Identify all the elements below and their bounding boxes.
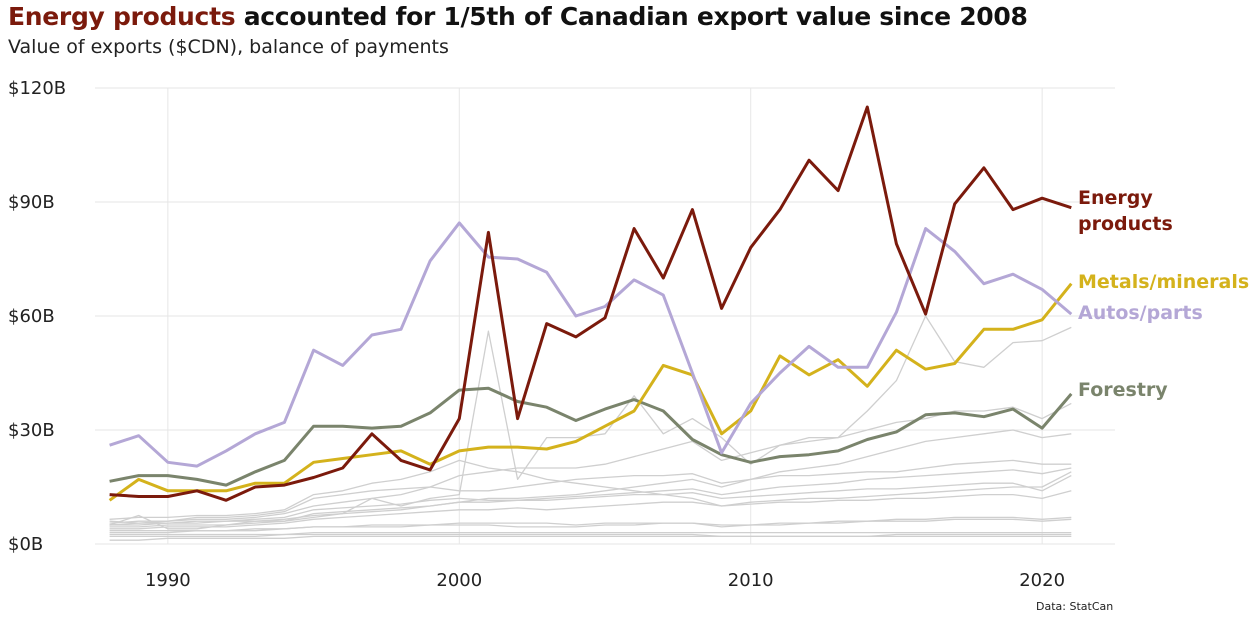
background-series-line [109, 459, 1072, 520]
background-series-line [109, 535, 1072, 541]
background-series-line [109, 518, 1072, 532]
x-tick-label: 2010 [728, 570, 774, 591]
x-tick-label: 2020 [1019, 570, 1065, 591]
chart-title-highlight: Energy products [8, 2, 236, 31]
y-tick-label: $60B [8, 306, 55, 327]
series-labels: Energy products Metals/minerals Autos/parts… [1078, 187, 1249, 401]
energy-productslabel: products [1078, 213, 1173, 235]
background-series-line [109, 402, 1072, 524]
x-tick-label: 2000 [436, 570, 482, 591]
y-tick-label: $120B [8, 78, 66, 99]
background-series-line [109, 467, 1072, 528]
background-series-line [109, 531, 1072, 536]
autos-partslabel: Autos/parts [1078, 302, 1203, 324]
metals-mineralsseries-line [108, 282, 1073, 502]
x-axis: 1990 2000 2010 2020 [145, 570, 1065, 591]
background-series [109, 315, 1072, 541]
chart-subtitle: Value of exports ($CDN), balance of paym… [8, 36, 449, 58]
forestryseries-line [109, 386, 1073, 487]
energy-productslabel: Energy [1078, 187, 1153, 209]
energy-productsseries-line [109, 105, 1072, 502]
x-tick-label: 1990 [145, 570, 191, 591]
autos-partsseries-line [109, 221, 1073, 468]
y-tick-label: $30B [8, 420, 55, 441]
background-series-line [109, 490, 1072, 530]
background-series-line [109, 315, 1072, 530]
background-series-line [109, 516, 1072, 534]
background-series-line [109, 533, 1072, 538]
chart-title-rest: accounted for 1/5th of Canadian export v… [235, 2, 1028, 31]
background-series-line [109, 475, 1072, 526]
y-tick-label: $0B [8, 534, 43, 555]
background-series-line [109, 459, 1072, 524]
highlighted-series [108, 105, 1073, 502]
y-tick-label: $90B [8, 192, 55, 213]
background-series-line [109, 429, 1072, 526]
forestrylabel: Forestry [1078, 379, 1168, 401]
y-axis: $0B $30B $60B $90B $120B [8, 78, 66, 555]
chart-title: Energy products accounted for 1/5th of C… [8, 2, 1028, 31]
metals-mineralslabel: Metals/minerals [1078, 271, 1249, 293]
source-note: Data: StatCan [1036, 600, 1114, 613]
